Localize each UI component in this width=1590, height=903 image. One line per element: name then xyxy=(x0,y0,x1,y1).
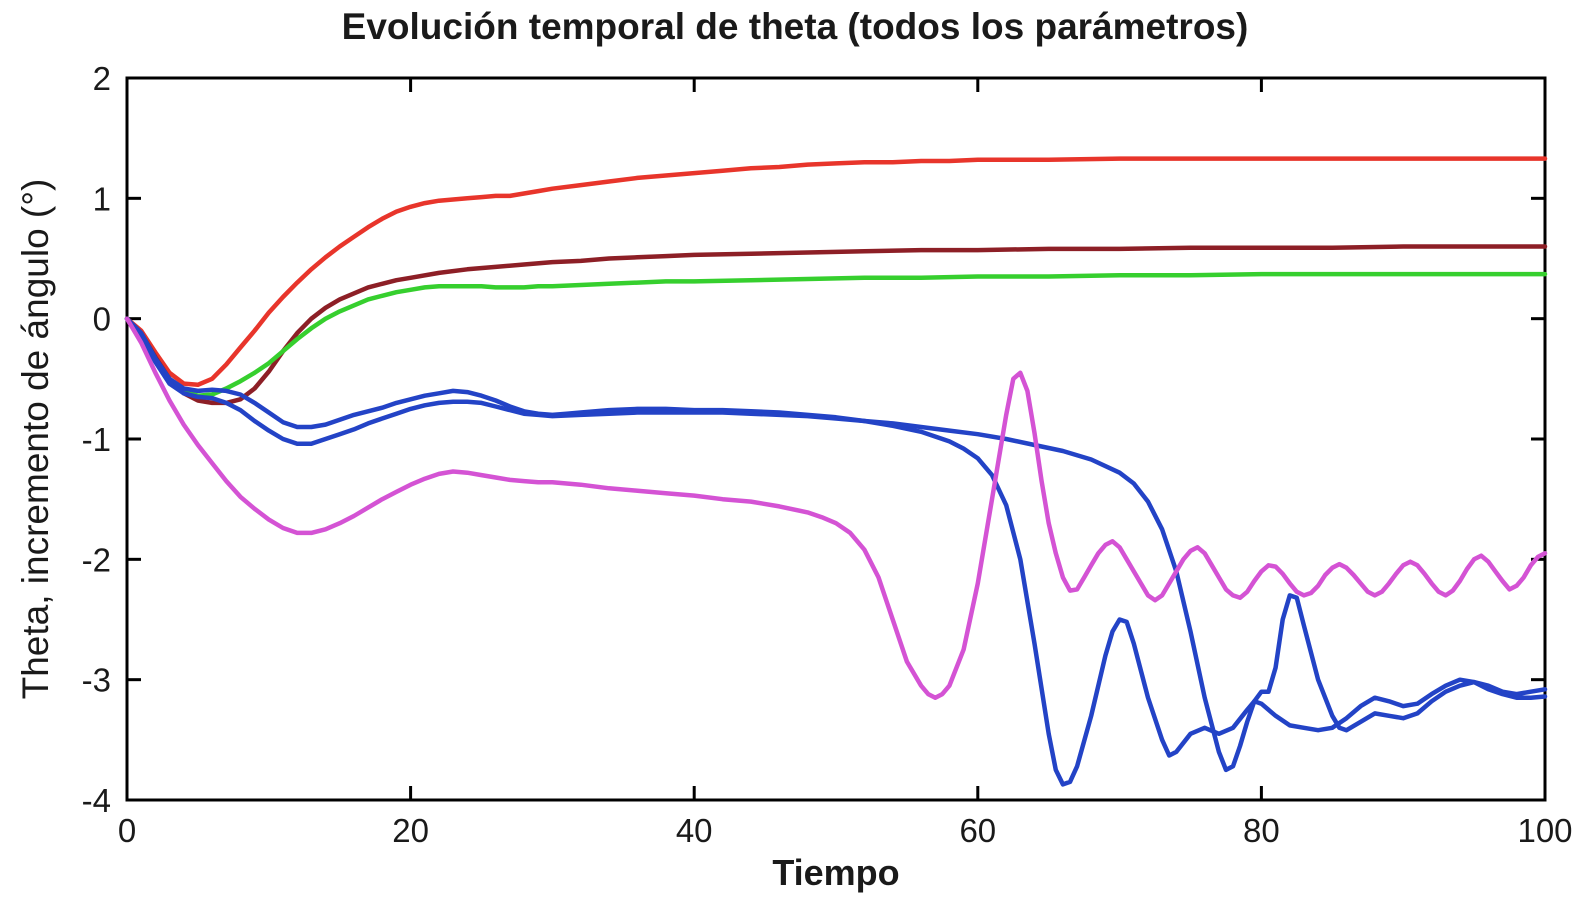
x-tick-label: 60 xyxy=(959,812,996,849)
x-tick-label: 0 xyxy=(118,812,136,849)
series-magenta xyxy=(124,316,1548,700)
y-tick-label: 2 xyxy=(93,60,111,97)
plot-frame xyxy=(125,76,1547,802)
x-tick-label: 100 xyxy=(1517,812,1572,849)
y-tick-label: 1 xyxy=(93,180,111,217)
x-tick-label: 80 xyxy=(1243,812,1280,849)
series-blue-1 xyxy=(124,316,1548,787)
y-tick-label: 0 xyxy=(93,301,111,338)
series-blue-2 xyxy=(124,316,1548,773)
series-red xyxy=(124,156,1548,388)
y-tick-label: -1 xyxy=(82,421,111,458)
y-tick-label: -3 xyxy=(82,662,111,699)
y-tick-label: -2 xyxy=(82,541,111,578)
x-tick-label: 20 xyxy=(392,812,429,849)
x-axis-label: Tiempo xyxy=(772,852,900,893)
y-tick-label: -4 xyxy=(82,782,111,819)
chart-title: Evolución temporal de theta (todos los p… xyxy=(341,6,1249,47)
x-tick-label: 40 xyxy=(676,812,713,849)
series-green xyxy=(124,271,1548,398)
series-darkred xyxy=(124,244,1548,406)
